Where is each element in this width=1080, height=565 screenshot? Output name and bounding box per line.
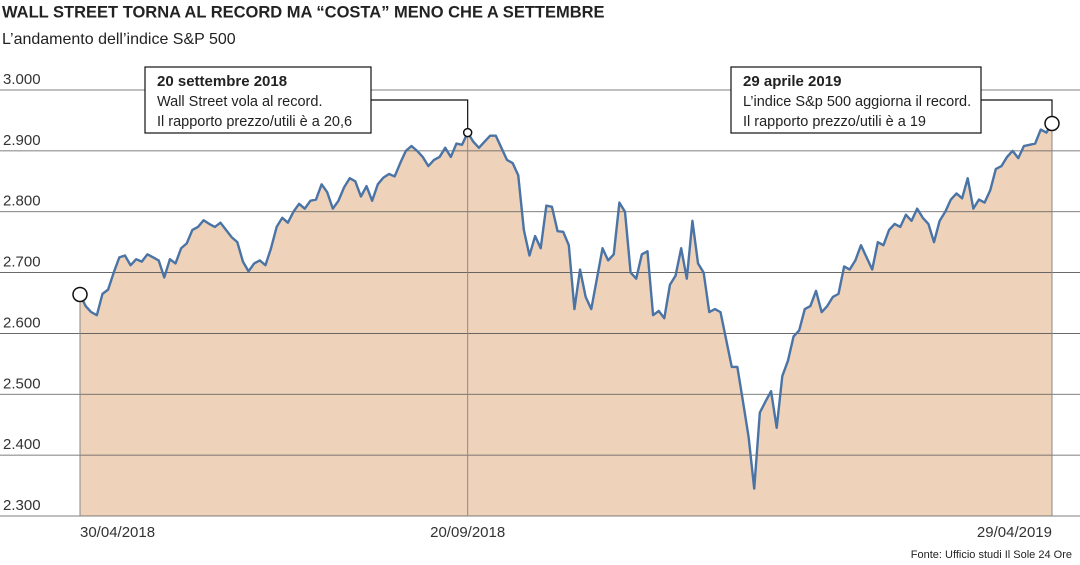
callout-connector: [981, 99, 1053, 117]
chart-title: WALL STREET TORNA AL RECORD MA “COSTA” M…: [2, 3, 605, 21]
y-tick-label: 3.000: [3, 71, 41, 88]
y-tick-label: 2.800: [3, 193, 41, 210]
callout-title: 29 aprile 2019: [743, 73, 841, 90]
record-marker: [462, 127, 473, 138]
chart-subtitle: L’andamento dell’indice S&P 500: [2, 31, 236, 48]
line: [78, 122, 1054, 490]
y-tick-label: 2.600: [3, 314, 41, 331]
plot-area: 2.300 2.400 2.500 2.600 2.700 2.800 2.900 3.000…: [0, 66, 1080, 541]
callout-text: L’indice S&p 500 aggiorna il record.: [743, 94, 971, 110]
callout-title: 20 settembre 2018: [157, 73, 287, 90]
area-fill: [80, 123, 1052, 516]
x-tick-label: 30/04/2018: [80, 524, 155, 541]
callout-box: [144, 66, 372, 134]
callout-text: Il rapporto prezzo/utili è a 19: [743, 114, 926, 130]
callout-connector: [371, 99, 469, 129]
y-tick-label: 2.300: [3, 497, 41, 514]
y-tick-label: 2.500: [3, 375, 41, 392]
callout-text: Wall Street vola al record.: [157, 94, 322, 110]
x-tick-label: 20/09/2018: [430, 524, 505, 541]
record-marker: [1044, 115, 1060, 132]
callout-text: Il rapporto prezzo/utili è a 20,6: [157, 114, 352, 130]
y-tick-label: 2.700: [3, 254, 41, 271]
x-tick-label: 29/04/2019: [977, 524, 1052, 541]
start-marker: [72, 286, 88, 303]
y-tick-label: 2.900: [3, 132, 41, 149]
source-note: Fonte: Ufficio studi Il Sole 24 Ore: [911, 549, 1072, 561]
callout-box: [730, 66, 982, 134]
y-tick-label: 2.400: [3, 436, 41, 453]
